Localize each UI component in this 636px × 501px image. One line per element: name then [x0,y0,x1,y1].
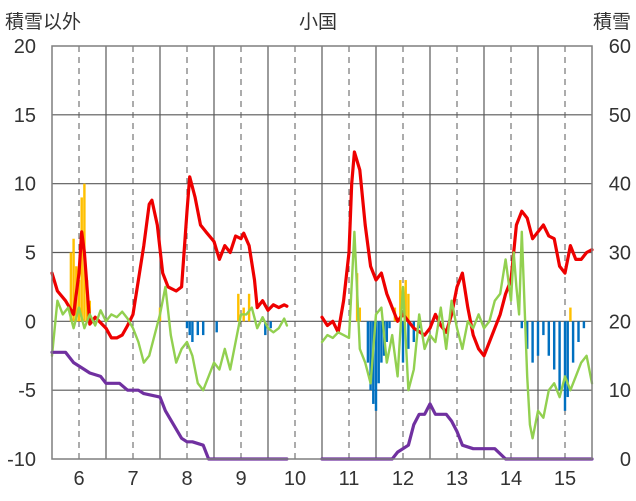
y-left-tick-label: 5 [25,243,36,265]
x-tick-label: 9 [235,468,246,490]
y-left-tick-label: 20 [14,36,36,58]
y-right-tick-label: 0 [620,449,631,471]
bar [552,321,556,370]
bar [401,321,405,363]
series-line [320,150,594,358]
bar [542,321,545,336]
chart-title: 小国 [299,11,337,33]
y-right-tick-label: 30 [609,243,631,265]
bar [269,321,272,329]
bar [374,321,378,411]
bar [377,321,380,384]
grid [52,46,592,459]
x-tick-label: 10 [284,468,306,490]
bar [563,321,567,411]
bar [196,321,200,336]
series-line [50,350,289,461]
bar [69,252,73,322]
y-right-tick-label: 20 [609,311,631,333]
y-right-tick-label: 60 [609,36,631,58]
bar [569,307,572,322]
bar [547,321,551,356]
bar [531,321,534,363]
y-left-tick-label: -10 [7,449,36,471]
bar [380,321,383,363]
line-series [50,150,594,461]
bar [520,321,524,329]
bar [566,321,569,398]
bar [388,321,391,329]
x-tick-label: 14 [500,468,522,490]
bar [412,321,416,342]
bar [72,238,75,322]
bar [407,293,410,322]
bar [358,307,362,322]
bar [399,280,402,322]
x-tick-label: 12 [392,468,414,490]
y-left-tick-label: 10 [14,174,36,196]
y-left-tick-label: -5 [18,380,36,402]
bar [237,293,240,322]
bar [385,321,389,342]
bar [536,321,540,356]
left-axis-label: 積雪以外 [5,11,81,33]
bar [366,321,370,363]
bar [404,280,407,322]
right-axis-label: 積雪 [593,11,631,33]
y-right-tick-label: 40 [609,174,631,196]
bar [264,321,267,336]
bar [407,321,410,349]
plot-frame [51,45,593,460]
x-tick-label: 8 [181,468,192,490]
y-right-tick-label: 10 [609,380,631,402]
bar [577,321,580,342]
bar [185,321,189,329]
bar [80,197,83,322]
bar [571,321,575,363]
x-tick-label: 15 [554,468,576,490]
bar [558,321,561,391]
x-tick-label: 6 [73,468,84,490]
bar [77,280,81,322]
bar [215,321,218,333]
bar [369,321,372,391]
bar [191,321,194,342]
series-line [50,285,289,392]
x-tick-label: 11 [339,468,360,490]
x-tick-label: 13 [446,468,468,490]
bar [201,321,205,336]
y-left-tick-label: 15 [14,105,36,127]
bar [582,321,586,329]
bar [188,321,191,336]
series-line [320,230,594,440]
y-right-tick-label: 50 [609,105,631,127]
bar [525,321,529,349]
y-left-tick-label: 0 [25,311,36,333]
bar [247,293,251,322]
x-tick-label: 7 [127,468,138,490]
